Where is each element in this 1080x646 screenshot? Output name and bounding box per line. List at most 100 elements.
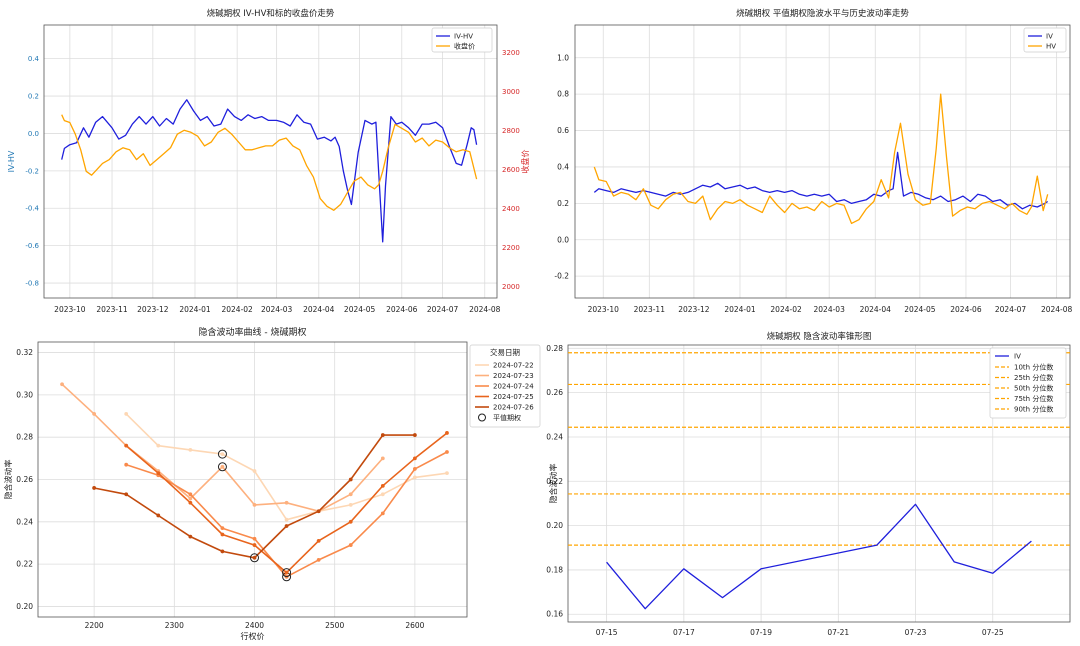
x-tick-label: 2024-03 (261, 305, 293, 314)
smile-point (316, 557, 321, 562)
smile-point (348, 519, 353, 524)
y-tick-label: 0.24 (16, 517, 33, 526)
smile-point (380, 433, 385, 437)
x-axis-label: 行权价 (241, 631, 265, 641)
smile-point (156, 513, 161, 518)
smile-point (220, 452, 225, 457)
smile-point (188, 500, 193, 505)
smile-point (412, 467, 417, 471)
y-tick-label: 0.18 (546, 565, 563, 574)
smile-point (92, 412, 97, 416)
panel-iv-cone: 0.16 0.18 0.20 0.22 0.24 0.26 0.28 07-15 07-17 07… (546, 331, 1071, 637)
legend-label: IV (1046, 33, 1053, 41)
smile-point (284, 500, 289, 505)
x-tick-label: 2200 (85, 621, 104, 630)
chart-title: 烧碱期权 IV-HV和标的收盘价走势 (207, 8, 335, 19)
legend-label: 2024-07-22 (493, 362, 534, 370)
y-axis-label: IV-HV (7, 150, 16, 172)
iv-hv-line (61, 99, 478, 243)
chart-title: 烧碱期权 隐含波动率锥形图 (767, 331, 872, 342)
legend-label: 平值期权 (493, 413, 521, 422)
x-tick-label: 2024-04 (860, 305, 892, 314)
smile-point (124, 443, 129, 448)
smile-point (220, 532, 225, 537)
x-tick-label: 2024-02 (221, 305, 253, 314)
atm-marker (282, 568, 292, 578)
smile-point (284, 570, 289, 575)
smile-point (252, 555, 257, 560)
smile-point (284, 524, 289, 528)
panel1-frame (43, 24, 498, 299)
y-tick-label: 0.26 (16, 475, 33, 484)
smile-point (156, 443, 161, 448)
panel4-frame (567, 344, 1071, 623)
y2-tick-label: 3000 (502, 88, 520, 96)
y-tick-label: 1.0 (557, 53, 569, 62)
legend-title: 交易日期 (490, 347, 520, 357)
iv-line (593, 151, 1049, 210)
y2-tick-label: 2000 (502, 283, 520, 291)
y-tick-label: 0.26 (546, 388, 563, 397)
x-tick-label: 2023-12 (678, 305, 710, 314)
y-tick-label: 0.20 (546, 521, 563, 530)
x-tick-label: 2023-10 (54, 305, 86, 314)
iv-cone-line (606, 503, 1032, 610)
smile-point (412, 456, 417, 461)
smile-point (220, 464, 225, 469)
legend-label: 收盘价 (454, 42, 475, 51)
y2-tick-label: 2200 (502, 244, 520, 252)
y2-tick-label: 2400 (502, 205, 520, 213)
y-tick-label: -0.6 (25, 242, 39, 250)
legend-label: 75th 分位数 (1014, 394, 1053, 403)
x-tick-label: 2300 (165, 621, 184, 630)
smile-point (188, 496, 193, 501)
smile-point (348, 543, 353, 547)
legend-label: 2024-07-26 (493, 404, 534, 412)
x-tick-label: 2024-07 (427, 305, 459, 314)
legend-label: 2024-07-25 (493, 393, 534, 401)
smile-point (124, 492, 129, 497)
y-tick-label: 0.0 (28, 130, 39, 138)
smile-point (412, 433, 417, 437)
smile-point (445, 471, 449, 476)
atm-marker (217, 462, 227, 472)
y-tick-label: -0.2 (554, 272, 569, 281)
y-tick-label: 0.22 (546, 477, 563, 486)
x-tick-label: 2023-10 (588, 305, 620, 314)
y-tick-label: -0.8 (25, 280, 39, 288)
smile-point (380, 483, 385, 488)
y2-tick-label: 3200 (502, 49, 520, 57)
legend-box (1023, 27, 1067, 53)
legend-label: IV-HV (454, 33, 473, 41)
smile-point (380, 456, 385, 461)
x-tick-label: 07-19 (750, 628, 772, 637)
panel-iv-hv-price: -0.8 -0.6 -0.4 -0.2 0.0 0.2 0.4 2000 2200 2400 260… (7, 8, 530, 314)
y2-axis-label: 收盘价 (520, 150, 530, 174)
y-tick-label: 0.30 (16, 390, 33, 399)
smile-point (156, 471, 161, 476)
y-tick-label: 0.2 (28, 93, 39, 101)
y-tick-label: 0.4 (28, 55, 40, 63)
smile-point (60, 382, 64, 387)
x-tick-label: 2024-01 (179, 305, 211, 314)
legend-label: 50th 分位数 (1014, 384, 1053, 393)
y-tick-label: 0.20 (16, 602, 33, 611)
x-tick-label: 2024-08 (469, 305, 501, 314)
y-tick-label: 0.28 (546, 344, 563, 353)
x-tick-label: 07-23 (905, 628, 927, 637)
x-tick-label: 2024-04 (303, 305, 335, 314)
legend-label: 90th 分位数 (1014, 405, 1053, 414)
smile-point (92, 486, 97, 490)
panel-iv-hv-level: -0.2 0.0 0.2 0.4 0.6 0.8 1.0 2023-10 2023-11 2023… (554, 8, 1072, 314)
smile-point (252, 469, 257, 473)
y-axis-label: 隐含波动率 (548, 464, 558, 504)
y-tick-label: -0.4 (25, 205, 39, 213)
x-tick-label: 07-25 (982, 628, 1004, 637)
panel-iv-smile: 0.20 0.22 0.24 0.26 0.28 0.30 0.32 2200 2300 2400… (3, 326, 541, 641)
x-tick-label: 2024-05 (904, 305, 936, 314)
x-tick-label: 2500 (325, 621, 344, 630)
smile-point (220, 526, 225, 531)
x-tick-label: 2024-08 (1041, 305, 1073, 314)
smile-point (412, 475, 417, 480)
